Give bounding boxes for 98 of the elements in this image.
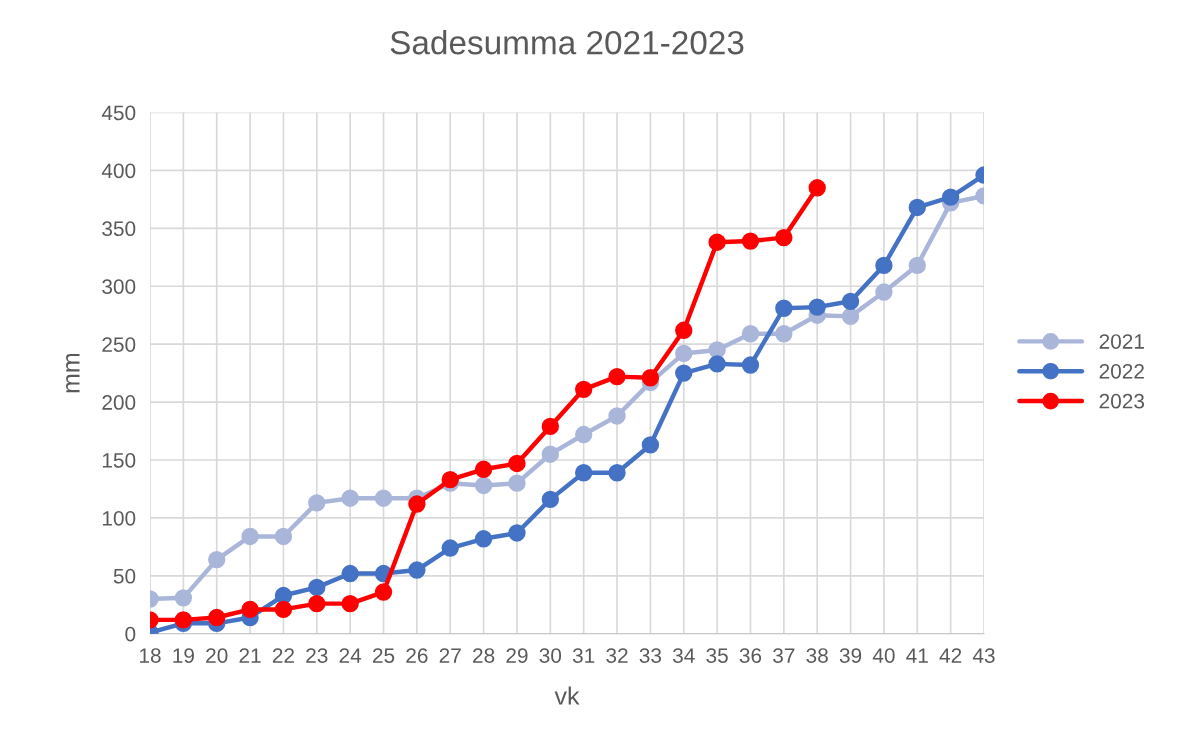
x-tick-label: 37: [773, 648, 795, 663]
x-axis-title: vk: [554, 686, 580, 705]
point: [308, 594, 326, 613]
point: [608, 407, 626, 425]
point: [741, 232, 760, 250]
y-tick-label: 100: [102, 510, 136, 526]
point: [408, 561, 426, 579]
x-tick-label: 32: [606, 648, 628, 663]
point: [241, 527, 259, 546]
y-tick-label: 450: [101, 105, 136, 121]
point: [675, 344, 693, 363]
x-tick-label: 43: [972, 648, 995, 663]
point: [575, 464, 593, 482]
y-tick-label: 300: [102, 279, 136, 294]
x-tick-label: 24: [339, 648, 362, 663]
point: [641, 369, 660, 387]
point: [841, 307, 860, 326]
x-tick-label: 34: [672, 648, 695, 663]
y-tick-label: 250: [102, 337, 136, 352]
point: [474, 530, 493, 548]
point: [508, 474, 526, 492]
point: [908, 256, 926, 275]
point: [741, 325, 760, 343]
y-tick-label: 150: [102, 453, 136, 468]
chart-title: Sadesumma 2021-2023: [390, 30, 744, 55]
point: [708, 233, 726, 251]
x-tick-label: 36: [739, 648, 762, 663]
y-tick-label: 200: [102, 395, 136, 410]
x-tick-label: 18: [140, 648, 161, 663]
point: [208, 550, 226, 569]
x-tick-label: 31: [572, 648, 595, 663]
y-axis-title: mm: [66, 353, 80, 393]
x-tick-label: 27: [439, 648, 461, 663]
point: [641, 436, 660, 454]
point: [341, 489, 359, 507]
x-tick-label: 21: [239, 648, 261, 663]
point: [941, 188, 960, 206]
point: [608, 464, 626, 482]
point: [508, 524, 526, 542]
point: [274, 527, 293, 546]
point: [741, 356, 760, 374]
point: [374, 489, 393, 507]
x-tick-label: 33: [639, 648, 662, 663]
point: [841, 292, 860, 310]
y-tick-label: 0: [125, 626, 136, 642]
point: [541, 445, 559, 463]
point: [274, 600, 293, 619]
x-tick-label: 41: [906, 648, 928, 663]
point: [675, 364, 693, 382]
point: [208, 608, 226, 627]
x-tick-label: 20: [206, 648, 228, 663]
point: [608, 367, 626, 386]
point: [441, 539, 459, 557]
point: [341, 594, 359, 613]
point: [341, 564, 359, 583]
x-tick-label: 29: [506, 648, 528, 663]
x-tick-label: 35: [706, 648, 728, 663]
y-tick-label: 350: [102, 221, 136, 237]
x-tick-label: 22: [272, 648, 294, 663]
x-tick-label: 26: [406, 648, 428, 663]
x-tick-label: 19: [173, 648, 194, 663]
x-tick-label: 38: [806, 648, 828, 663]
point: [474, 460, 493, 478]
y-tick-label: 400: [101, 163, 136, 179]
x-tick-label: 39: [839, 648, 862, 663]
point: [374, 583, 393, 601]
point: [274, 586, 293, 605]
x-tick-label: 30: [539, 648, 562, 663]
x-tick-label: 25: [372, 648, 395, 663]
legend-label: 2022: [1099, 363, 1144, 379]
point: [775, 299, 793, 317]
point: [875, 256, 893, 275]
point: [541, 490, 559, 509]
x-tick-label: 42: [939, 648, 962, 663]
point: [575, 380, 593, 399]
point: [541, 417, 559, 436]
point: [474, 476, 493, 495]
point: [875, 283, 893, 301]
x-tick-label: 23: [306, 648, 328, 663]
point: [241, 600, 259, 619]
point: [408, 495, 426, 513]
point: [808, 298, 826, 316]
point: [174, 589, 193, 607]
point: [775, 325, 793, 343]
point: [508, 454, 526, 473]
y-tick-label: 50: [113, 568, 136, 584]
point: [775, 228, 793, 247]
point: [808, 179, 826, 197]
point: [708, 355, 726, 373]
x-tick-label: 40: [872, 648, 895, 663]
point: [308, 494, 326, 512]
point: [675, 321, 693, 339]
point: [908, 198, 926, 217]
legend-label: 2021: [1099, 334, 1144, 349]
legend-label: 2023: [1099, 393, 1145, 409]
point: [575, 425, 593, 444]
x-tick-label: 28: [473, 648, 495, 663]
point: [308, 578, 326, 597]
